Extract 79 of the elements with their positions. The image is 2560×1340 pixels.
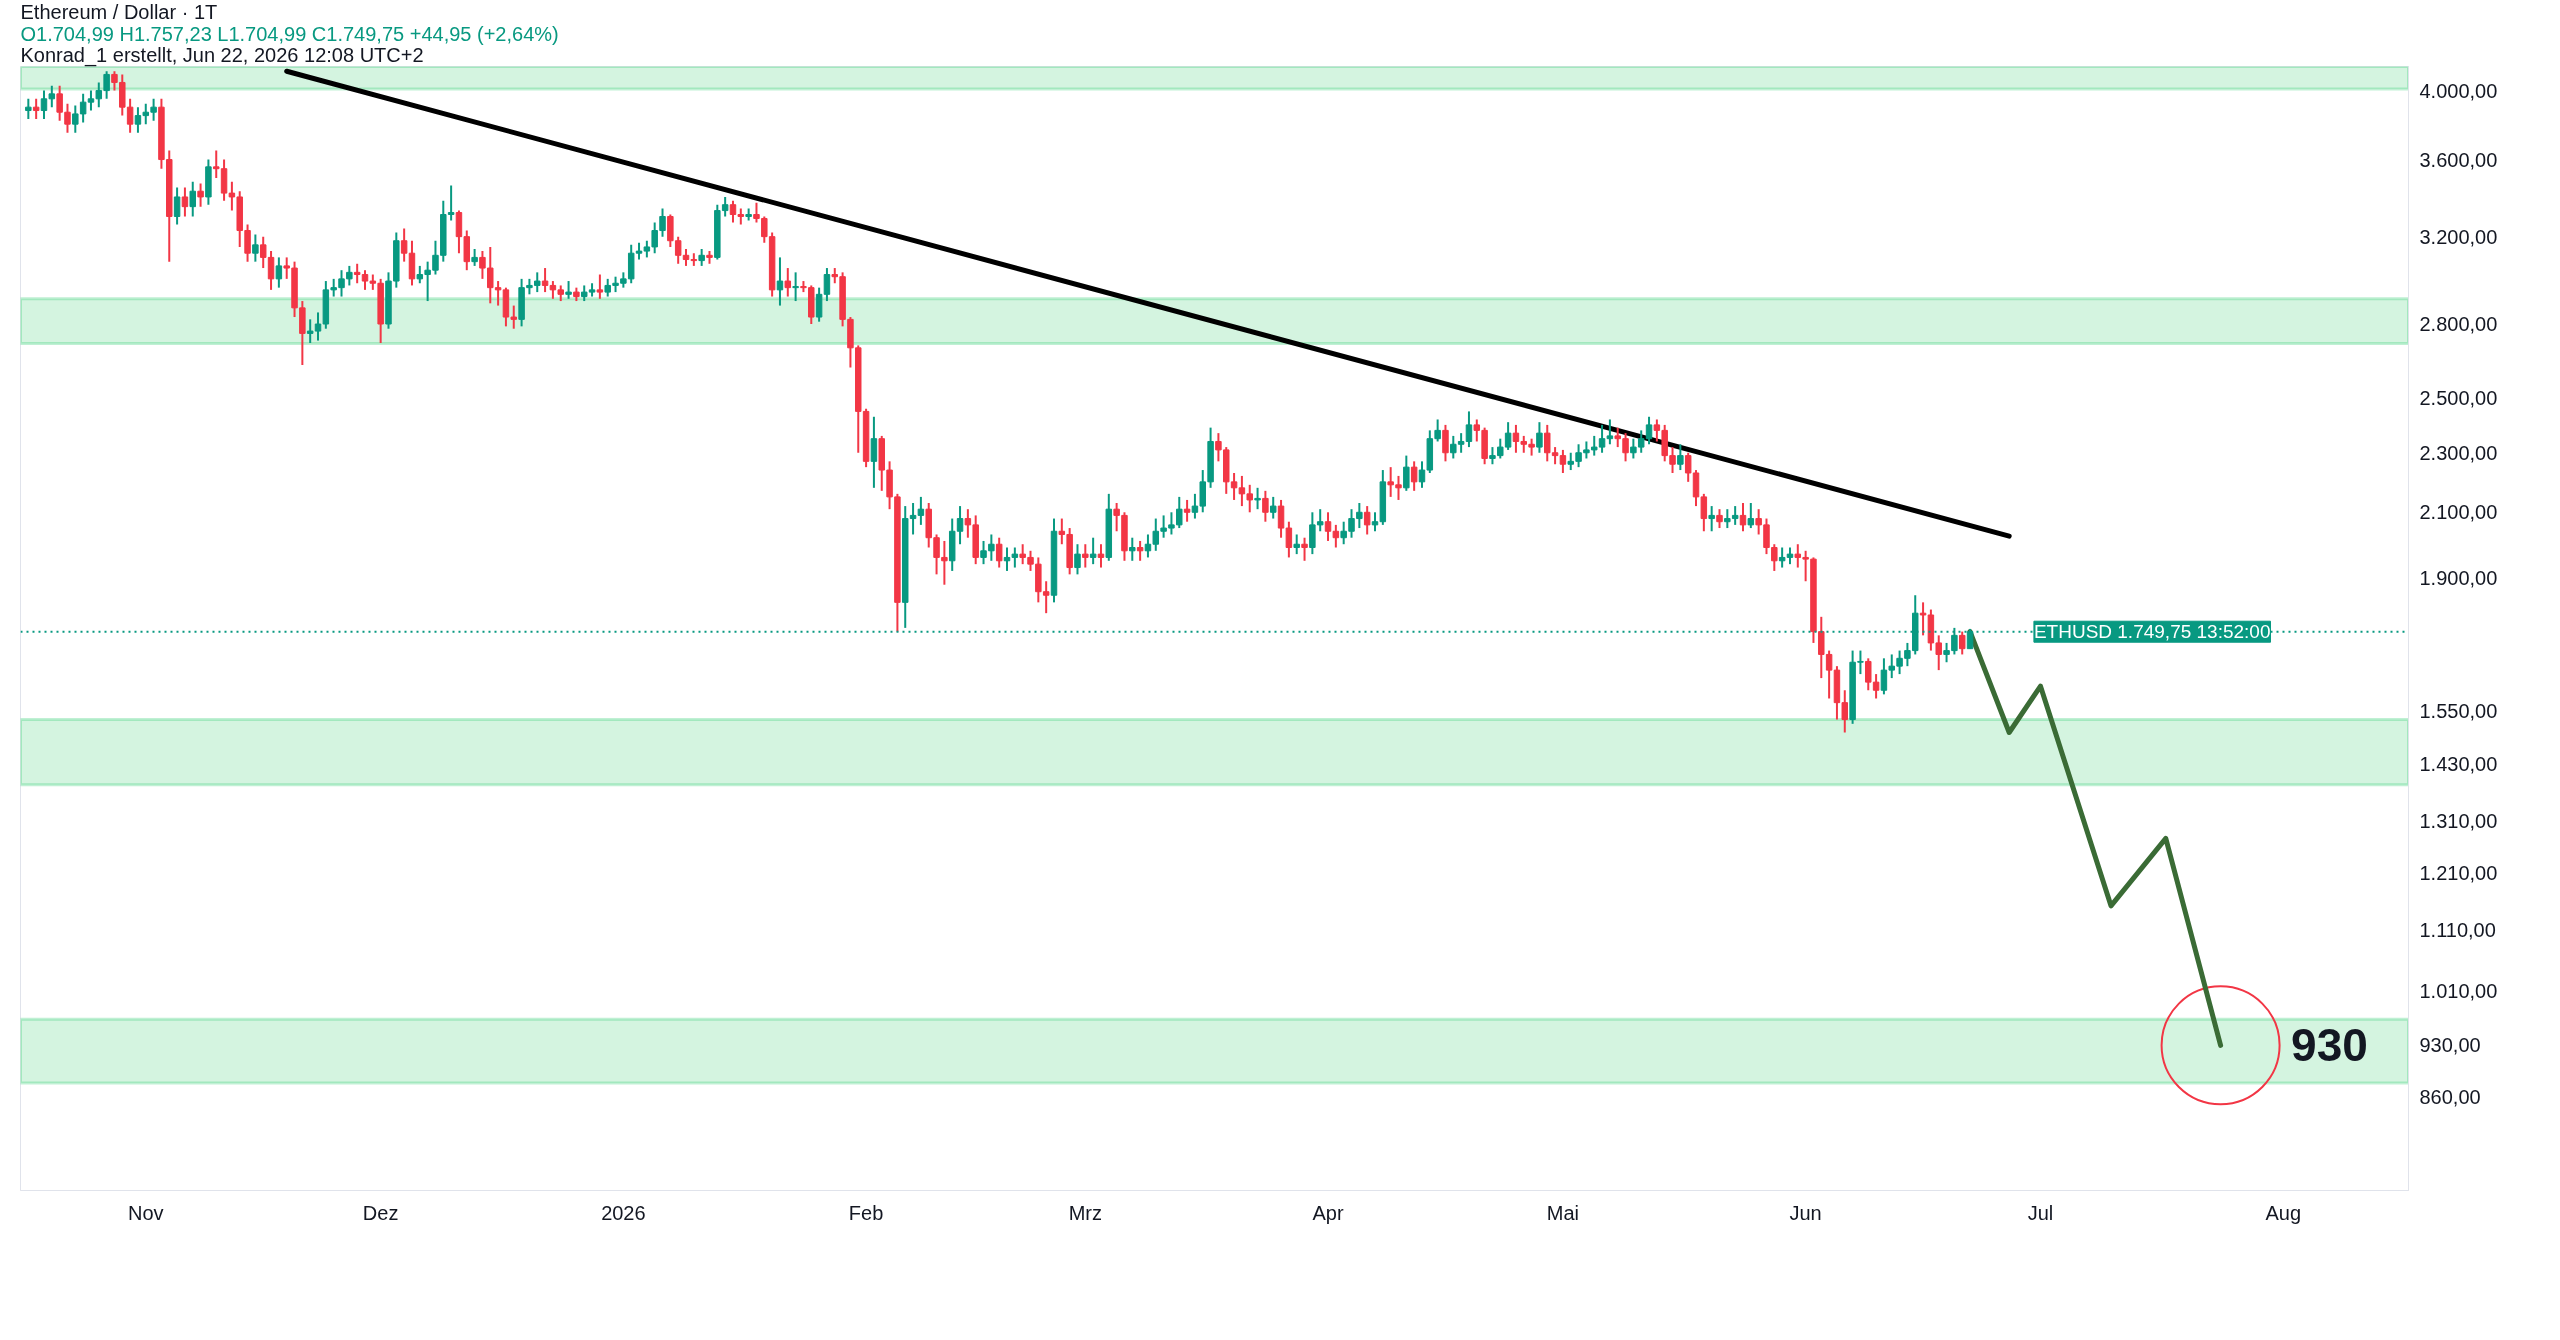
y-tick-label: 1.900,00 bbox=[2419, 566, 2498, 589]
x-tick-label: Dez bbox=[362, 1201, 399, 1224]
candlestick bbox=[1011, 546, 1019, 569]
candlestick bbox=[1136, 539, 1144, 562]
candlestick bbox=[1262, 489, 1269, 523]
candlestick bbox=[917, 495, 925, 526]
candlestick bbox=[32, 97, 40, 121]
y-tick-label: 860,00 bbox=[2419, 1085, 2481, 1108]
candlestick bbox=[173, 186, 181, 226]
y-tick-label: 2.100,00 bbox=[2419, 501, 2498, 524]
chart-title: Ethereum / Dollar · 1T bbox=[20, 0, 218, 23]
y-tick-label: 1.110,00 bbox=[2419, 918, 2496, 941]
y-tick-label: 2.800,00 bbox=[2419, 313, 2498, 336]
candlestick bbox=[1074, 543, 1081, 576]
candlestick bbox=[870, 415, 878, 489]
candlestick bbox=[275, 256, 283, 289]
x-tick-label: Nov bbox=[127, 1201, 164, 1224]
candlestick bbox=[25, 97, 32, 121]
candlestick bbox=[1403, 454, 1410, 492]
candlestick bbox=[1841, 689, 1849, 734]
candlestick bbox=[181, 186, 189, 218]
candlestick bbox=[1183, 498, 1191, 523]
candlestick bbox=[1716, 508, 1723, 530]
candlestick bbox=[784, 267, 792, 298]
x-tick-label: Jun bbox=[1789, 1201, 1822, 1224]
text: Konrad_1 erstellt, Jun 22, 2026 12:08 UTC+2 bbox=[20, 43, 424, 67]
y-tick-label: 1.210,00 bbox=[2419, 862, 2498, 885]
y-tick-label: 1.550,00 bbox=[2419, 700, 2498, 723]
x-tick-label: Aug bbox=[2265, 1201, 2302, 1224]
y-tick-label: 4.000,00 bbox=[2419, 79, 2498, 102]
candlestick bbox=[1301, 536, 1308, 562]
candlestick bbox=[1129, 536, 1136, 562]
candlestick bbox=[1269, 495, 1277, 520]
x-tick-label: Mrz bbox=[1068, 1201, 1102, 1224]
x-tick-label: Apr bbox=[1312, 1201, 1344, 1224]
x-tick-label: Mai bbox=[1546, 1201, 1580, 1224]
x-tick-label: 2026 bbox=[601, 1201, 646, 1224]
candlestick bbox=[1254, 486, 1261, 511]
candlestick bbox=[1089, 536, 1097, 566]
candlestick bbox=[1176, 495, 1183, 530]
y-tick-label: 2.500,00 bbox=[2419, 387, 2498, 410]
candlestick bbox=[1958, 630, 1966, 656]
candlestick bbox=[126, 97, 134, 134]
candlestick bbox=[197, 182, 204, 208]
annotation: 930 bbox=[2291, 1019, 2368, 1072]
candlestick bbox=[792, 271, 799, 303]
candlestick bbox=[150, 97, 157, 122]
candlestick bbox=[1708, 505, 1715, 533]
candlestick bbox=[1363, 505, 1371, 536]
y-tick-label: 1.010,00 bbox=[2419, 980, 2498, 1003]
candlestick bbox=[1442, 423, 1449, 463]
candlestick bbox=[189, 180, 196, 218]
candlestick bbox=[1919, 601, 1927, 637]
candlestick bbox=[995, 536, 1003, 569]
y-tick-label: 3.200,00 bbox=[2419, 225, 2498, 248]
candlestick bbox=[1082, 543, 1089, 569]
y-tick-label: 2.300,00 bbox=[2419, 441, 2498, 464]
candlestick bbox=[1293, 533, 1300, 556]
y-tick-label: 930,00 bbox=[2419, 1034, 2481, 1057]
candlestick bbox=[1536, 421, 1543, 454]
candlestick bbox=[1410, 460, 1418, 492]
candlestick bbox=[776, 256, 784, 307]
candlestick bbox=[252, 233, 259, 263]
candlestick bbox=[1739, 502, 1747, 533]
candlestick bbox=[1747, 502, 1755, 530]
y-tick-label: 1.310,00 bbox=[2419, 810, 2498, 833]
candlestick bbox=[1559, 448, 1567, 474]
ref-line-label: ETHUSD 1.749,75 13:52:00 bbox=[2033, 621, 2271, 643]
candlestick bbox=[596, 273, 604, 300]
x-tick-label: Jul bbox=[2027, 1201, 2054, 1224]
candlestick bbox=[1097, 543, 1105, 569]
y-tick-label: 1.430,00 bbox=[2419, 752, 2498, 775]
candlestick bbox=[1645, 415, 1653, 446]
chart-subtitle: O1.704,99 H1.757,23 L1.704,99 C1.749,75 +44,95 (+2,64%) bbox=[20, 22, 559, 45]
candlestick bbox=[400, 227, 408, 263]
x-tick-label: Feb bbox=[848, 1201, 884, 1224]
y-tick-label: 3.600,00 bbox=[2419, 148, 2498, 171]
candlestick bbox=[1677, 443, 1684, 472]
candlestick bbox=[541, 267, 549, 294]
